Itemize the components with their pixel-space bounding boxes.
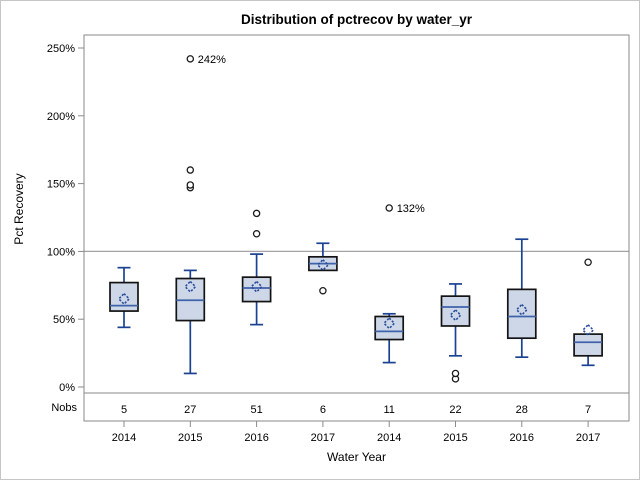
- y-tick-label: 100%: [47, 246, 75, 258]
- x-tick-label: 2017: [311, 432, 335, 444]
- outlier-marker: [252, 209, 261, 218]
- y-tick-label: 150%: [47, 179, 75, 191]
- x-tick-label: 2014: [377, 432, 401, 444]
- mean-diamond-marker: [515, 303, 529, 317]
- outlier-marker: [186, 181, 195, 189]
- mean-diamond-marker: [581, 323, 595, 337]
- y-tick-label: 50%: [53, 314, 75, 326]
- mean-diamond-marker: [316, 258, 330, 272]
- x-tick-label: 2017: [576, 432, 600, 444]
- outlier-marker: [584, 258, 592, 266]
- outlier-marker: [319, 286, 327, 295]
- nobs-value: 27: [184, 404, 196, 416]
- nobs-value: 51: [250, 404, 262, 416]
- box-iqr: [440, 295, 471, 327]
- box-iqr: [109, 281, 139, 312]
- x-tick-label: 2014: [112, 432, 136, 444]
- x-tick-label: 2015: [178, 432, 202, 444]
- outlier-label: 242%: [198, 54, 226, 66]
- y-tick-label: 250%: [47, 43, 75, 55]
- x-axis-title: Water Year: [327, 450, 386, 464]
- box-iqr: [506, 288, 537, 340]
- y-tick-label: 0%: [59, 382, 75, 394]
- y-tick-label: 200%: [47, 111, 75, 123]
- outlier-marker: [252, 230, 261, 238]
- x-tick-label: 2016: [244, 432, 268, 444]
- box-iqr: [374, 315, 405, 341]
- plot-frame: [83, 34, 630, 422]
- outlier-marker: [385, 204, 393, 212]
- chart-title: Distribution of pctrecov by water_yr: [240, 12, 473, 27]
- x-tick-label: 2016: [510, 432, 534, 444]
- mean-diamond-marker: [382, 316, 396, 330]
- mean-diamond-marker: [250, 280, 263, 293]
- nobs-value: 5: [121, 404, 127, 416]
- nobs-value: 22: [449, 404, 461, 416]
- mean-diamond-marker: [183, 280, 197, 293]
- outlier-marker: [451, 369, 460, 378]
- nobs-value: 6: [320, 404, 326, 416]
- mean-diamond-marker: [117, 292, 131, 306]
- nobs-value: 11: [383, 404, 394, 416]
- x-tick-label: 2015: [443, 432, 467, 444]
- outlier-marker: [186, 166, 195, 174]
- mean-diamond-marker: [449, 308, 462, 322]
- outlier-marker: [186, 55, 195, 63]
- box-iqr: [241, 276, 272, 303]
- nobs-value: 28: [516, 404, 528, 416]
- outlier-label: 132%: [397, 203, 425, 215]
- nobs-value: 7: [585, 404, 591, 416]
- nobs-row-label: Nobs: [51, 402, 77, 414]
- box-iqr: [573, 333, 603, 357]
